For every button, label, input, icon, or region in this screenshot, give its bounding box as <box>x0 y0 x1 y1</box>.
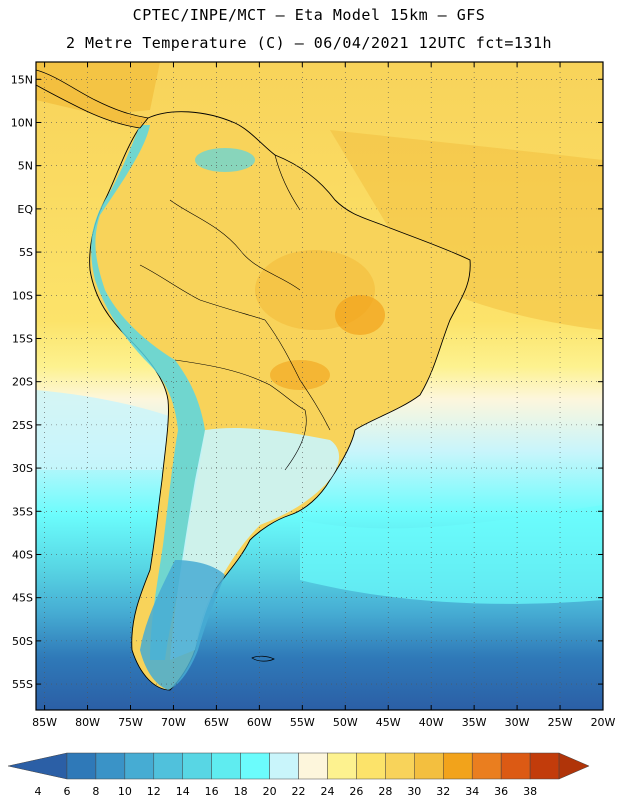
colorbar-swatch <box>327 752 357 780</box>
colorbar-label: 10 <box>118 785 132 798</box>
central-america-landmass <box>36 69 149 129</box>
colorbar-swatch <box>356 752 386 780</box>
colorbar-label: 34 <box>465 785 479 798</box>
lon-label: 75W <box>118 716 143 729</box>
map-field <box>36 62 603 710</box>
map-frame <box>35 61 604 711</box>
colorbar-label: 12 <box>147 785 161 798</box>
graticule <box>36 62 603 710</box>
lat-label: 15N <box>11 73 33 86</box>
axis-ticks <box>36 62 604 710</box>
chart-title-line2: 2 Metre Temperature (C) – 06/04/2021 12U… <box>65 34 553 52</box>
colorbar-label: 20 <box>263 785 277 798</box>
colorbar-swatch <box>211 752 241 780</box>
lat-label: 5S <box>19 246 33 259</box>
lon-label: 65W <box>204 716 229 729</box>
lon-label: 40W <box>419 716 444 729</box>
lon-label: 60W <box>247 716 272 729</box>
colorbar-swatch <box>529 752 560 780</box>
colorbar-swatch <box>66 752 97 780</box>
lat-label: 10S <box>12 289 33 302</box>
colorbar-label: 28 <box>378 785 392 798</box>
lon-label: 70W <box>161 716 186 729</box>
lat-label: 25S <box>12 419 33 432</box>
lon-label: 35W <box>462 716 487 729</box>
colorbar-swatch <box>385 752 415 780</box>
colorbar-swatch <box>240 752 270 780</box>
colorbar-arrow-left <box>7 752 68 780</box>
colorbar-swatch <box>414 752 444 780</box>
colorbar-label: 14 <box>176 785 190 798</box>
colorbar-label: 16 <box>205 785 219 798</box>
colorbar-arrow-right <box>558 752 590 780</box>
colorbar-swatch <box>95 752 126 780</box>
lat-label: 40S <box>12 548 33 561</box>
patagonia-cool-area <box>140 560 225 690</box>
colorbar-label: 8 <box>92 785 99 798</box>
longitude-labels: 85W 80W 75W 70W 65W 60W 55W 50W 45W 40W 35W 30W 25W 2… <box>32 716 615 729</box>
colorbar-swatch <box>500 752 531 780</box>
warm-atlantic-band <box>330 130 603 330</box>
chart-title-line1: CPTEC/INPE/MCT – Eta Model 15km – GFS <box>132 6 486 24</box>
andes-cool-strip <box>91 125 205 660</box>
colorbar-label: 4 <box>35 785 42 798</box>
colorbar-swatch <box>471 752 502 780</box>
lat-label: 45S <box>12 592 33 605</box>
lat-label: 5N <box>18 160 33 173</box>
lon-label: 80W <box>75 716 100 729</box>
colorbar-swatch <box>298 752 328 780</box>
lon-label: 25W <box>548 716 573 729</box>
country-borders <box>139 154 331 471</box>
lon-label: 45W <box>376 716 401 729</box>
lon-label: 20W <box>591 716 616 729</box>
colorbar-label: 36 <box>494 785 508 798</box>
lat-label: 50S <box>12 635 33 648</box>
southern-cone-cool-area <box>170 428 340 660</box>
lat-label: 20S <box>12 376 33 389</box>
venezuela-cool-patch <box>195 148 255 172</box>
colorbar-swatch <box>269 752 299 780</box>
colorbar-label: 32 <box>436 785 450 798</box>
colorbar-label: 38 <box>523 785 537 798</box>
lat-label: EQ <box>17 203 33 216</box>
latitude-labels: 15N 10N 5N EQ 5S 10S 15S 20S 25S 30S 35S 40S 45S 50S 5… <box>11 73 34 691</box>
lat-label: 10N <box>11 116 33 129</box>
hot-interior-patch-south <box>270 360 330 390</box>
colorbar-label: 18 <box>234 785 248 798</box>
lon-label: 55W <box>290 716 315 729</box>
colorbar-label: 26 <box>349 785 363 798</box>
colorbar-swatch <box>182 752 212 780</box>
hot-interior-patch <box>335 295 385 335</box>
lat-label: 15S <box>12 332 33 345</box>
colorbar-label: 22 <box>292 785 306 798</box>
colorbar-label: 6 <box>63 785 70 798</box>
pacific-cool-area <box>36 390 180 470</box>
lon-label: 30W <box>505 716 530 729</box>
colorbar-swatch <box>124 752 155 780</box>
colorbar-swatch <box>443 752 473 780</box>
falkland-islands <box>251 655 275 662</box>
lat-label: 35S <box>12 505 33 518</box>
lat-label: 55S <box>12 678 33 691</box>
lon-label: 50W <box>333 716 358 729</box>
lon-label: 85W <box>32 716 57 729</box>
lat-label: 30S <box>12 462 33 475</box>
colorbar-swatch <box>153 752 183 780</box>
colorbar-label: 24 <box>320 785 334 798</box>
colorbar-label: 30 <box>407 785 421 798</box>
